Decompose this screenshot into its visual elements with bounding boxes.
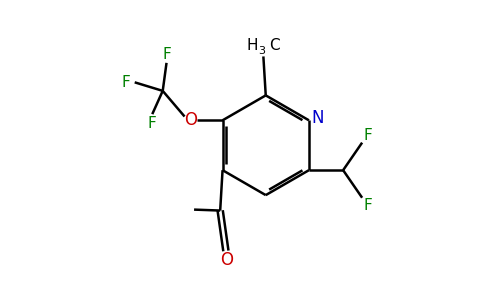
Text: C: C: [270, 38, 280, 53]
Text: F: F: [364, 198, 373, 213]
Text: F: F: [148, 116, 157, 131]
Text: 3: 3: [258, 46, 266, 56]
Text: O: O: [184, 111, 197, 129]
Text: O: O: [220, 251, 233, 269]
Text: F: F: [162, 47, 171, 62]
Text: H: H: [246, 38, 257, 53]
Text: F: F: [122, 75, 131, 90]
Text: N: N: [311, 109, 324, 127]
Text: F: F: [364, 128, 373, 142]
